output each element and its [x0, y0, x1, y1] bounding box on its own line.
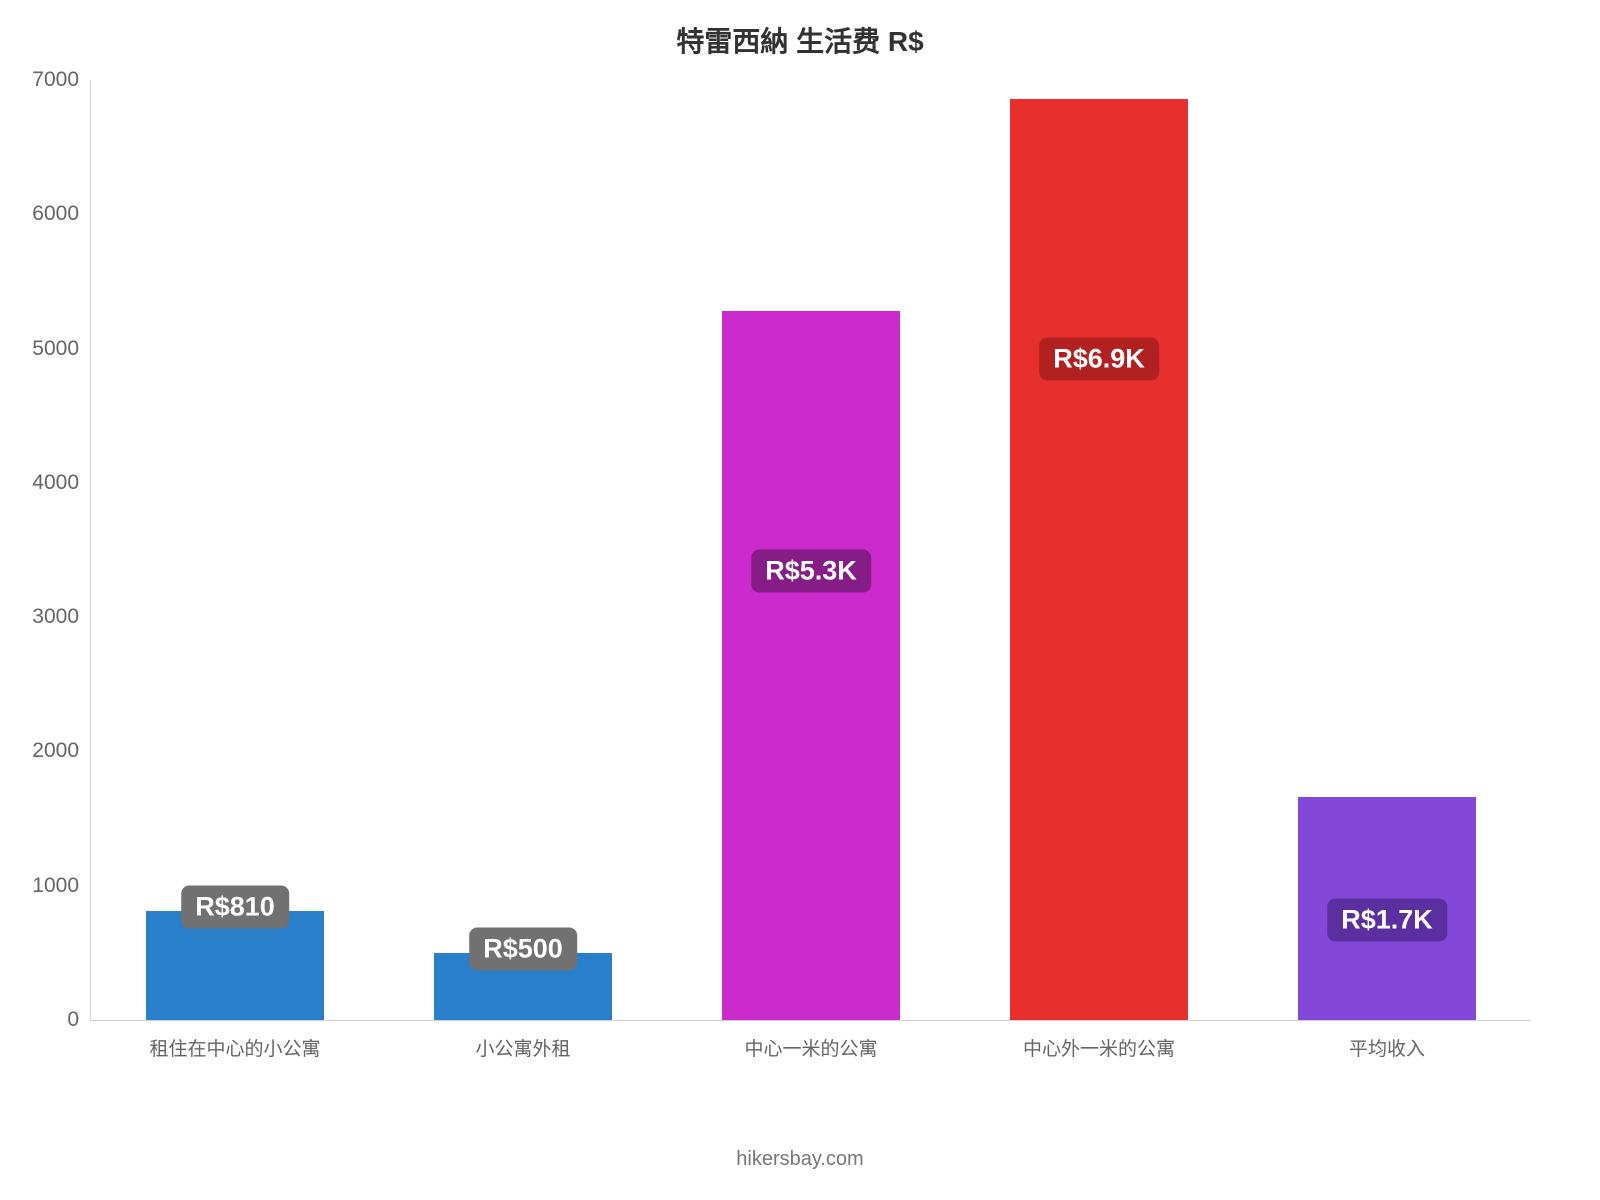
x-category-label: 小公寓外租 [475, 1020, 570, 1061]
y-tick-label: 3000 [32, 605, 91, 629]
plot-area: 01000200030004000500060007000R$810租住在中心的… [90, 80, 1531, 1021]
y-tick-label: 7000 [32, 68, 91, 92]
bar [1010, 99, 1189, 1020]
bar [722, 311, 901, 1020]
y-tick-label: 1000 [32, 874, 91, 898]
y-tick-label: 6000 [32, 202, 91, 226]
chart-footer: hikersbay.com [0, 1148, 1600, 1171]
chart-title: 特雷西納 生活费 R$ [0, 20, 1600, 60]
bar-value-badge: R$6.9K [1039, 337, 1159, 380]
bar-value-badge: R$810 [181, 886, 289, 929]
y-tick-label: 5000 [32, 337, 91, 361]
x-category-label: 中心一米的公寓 [744, 1020, 877, 1061]
y-tick-label: 4000 [32, 471, 91, 495]
x-category-label: 租住在中心的小公寓 [149, 1020, 320, 1061]
cost-of-living-chart: 特雷西納 生活费 R$ 0100020003000400050006000700… [0, 0, 1600, 1200]
bar-value-badge: R$1.7K [1327, 898, 1447, 941]
x-category-label: 平均收入 [1349, 1020, 1425, 1061]
bar-value-badge: R$500 [469, 927, 577, 970]
bar-value-badge: R$5.3K [751, 549, 871, 592]
y-tick-label: 0 [67, 1008, 91, 1032]
y-tick-label: 2000 [32, 739, 91, 763]
x-category-label: 中心外一米的公寓 [1023, 1020, 1175, 1061]
